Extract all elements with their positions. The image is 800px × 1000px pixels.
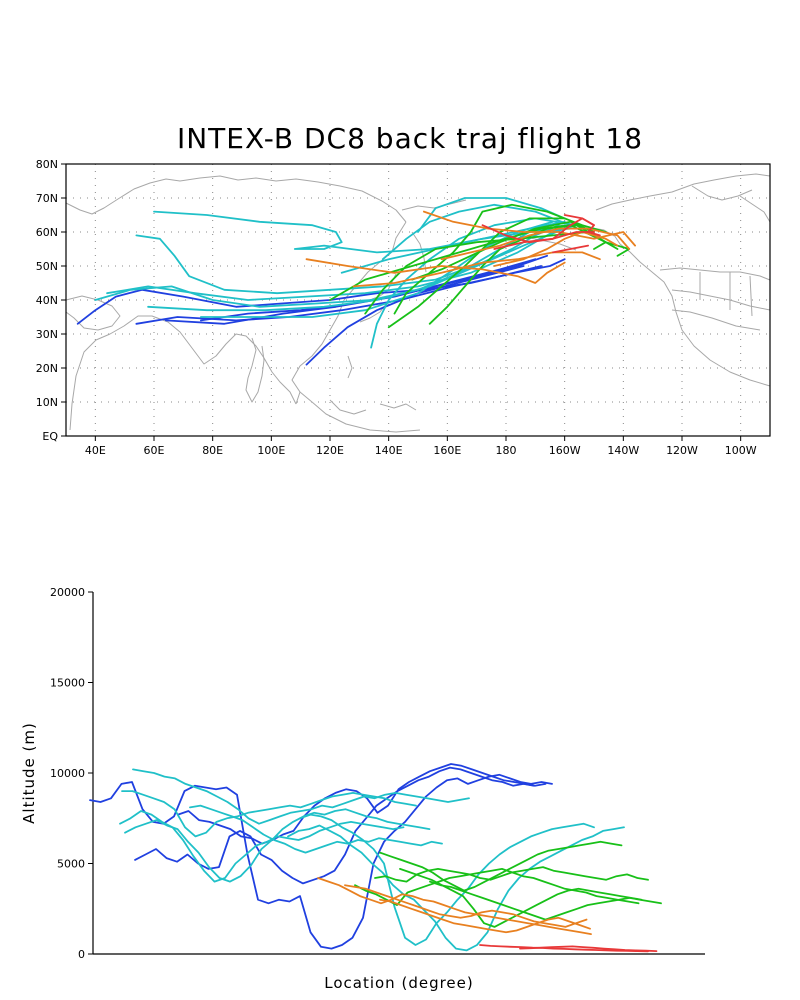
map-trajectory-red bbox=[563, 214, 601, 237]
map-y-tick-label: 30N bbox=[36, 328, 58, 341]
map-trajectory-cyan bbox=[147, 227, 566, 312]
basemap-coastlines bbox=[65, 173, 771, 433]
altitude-panel: 0 5000 10000 15000 20000 Altitude (m) Locati… bbox=[20, 586, 705, 992]
altitude-y-tick-label: 5000 bbox=[57, 858, 85, 871]
map-x-tick-label: 120E bbox=[316, 444, 344, 457]
altitude-trajectory-orange bbox=[379, 898, 591, 934]
map-trajectory-orange bbox=[305, 258, 566, 284]
altitude-trajectory-orange bbox=[317, 877, 592, 935]
map-x-tick-label: 160E bbox=[433, 444, 461, 457]
map-trajectory-cyan bbox=[370, 217, 578, 349]
map-x-tick-label: 100W bbox=[725, 444, 757, 457]
map-y-tick-label: 10N bbox=[36, 396, 58, 409]
map-x-tick-label: 80E bbox=[202, 444, 223, 457]
map-trajectory-green bbox=[411, 220, 595, 281]
map-y-tick-label: 40N bbox=[36, 294, 58, 307]
map-x-tick-label: 60E bbox=[144, 444, 165, 457]
map-x-tick-label: 180 bbox=[496, 444, 517, 457]
altitude-y-ticks: 0 5000 10000 15000 20000 bbox=[50, 586, 93, 961]
map-x-tick-label: 120W bbox=[666, 444, 698, 457]
map-x-tick-label: 140W bbox=[607, 444, 639, 457]
altitude-trajectory-cyan bbox=[119, 810, 405, 883]
map-x-tick-label: 40E bbox=[85, 444, 106, 457]
map-trajectory-orange bbox=[440, 227, 631, 261]
altitude-trajectory-blue bbox=[89, 773, 553, 950]
map-y-tick-label: 50N bbox=[36, 260, 58, 273]
map-trajectory-cyan bbox=[106, 224, 578, 301]
map-panel: 40E 60E 80E 100E 120E 140E 160E 180 160W 140W 120W… bbox=[36, 158, 771, 457]
map-x-ticks: 40E 60E 80E 100E 120E 140E 160E 180 160W 140W 120W… bbox=[85, 436, 757, 457]
altitude-trajectory-green bbox=[354, 868, 640, 906]
map-trajectory-orange bbox=[493, 231, 619, 267]
map-x-tick-label: 100E bbox=[257, 444, 285, 457]
altitude-y-tick-label: 20000 bbox=[50, 586, 85, 599]
map-y-tick-label: 70N bbox=[36, 192, 58, 205]
altitude-xlabel: Location (degree) bbox=[324, 974, 473, 992]
map-trajectory-blue bbox=[135, 265, 543, 325]
chart-title: INTEX-B DC8 back traj flight 18 bbox=[177, 122, 643, 155]
altitude-y-tick-label: 15000 bbox=[50, 677, 85, 690]
altitude-y-tick-label: 10000 bbox=[50, 767, 85, 780]
altitude-trajectory-red bbox=[479, 944, 649, 953]
map-y-tick-label: 20N bbox=[36, 362, 58, 375]
altitude-trajectory-orange bbox=[344, 884, 588, 928]
map-trajectory-orange bbox=[352, 251, 601, 288]
altitude-trajectory-cyan bbox=[189, 804, 443, 854]
altitude-y-tick-label: 0 bbox=[78, 948, 85, 961]
map-x-tick-label: 160W bbox=[549, 444, 581, 457]
map-trajectory-cyan bbox=[417, 197, 566, 233]
altitude-trajectory-cyan bbox=[299, 813, 595, 946]
altitude-ylabel: Altitude (m) bbox=[20, 722, 38, 824]
map-x-tick-label: 140E bbox=[375, 444, 403, 457]
map-trajectory-red bbox=[493, 231, 595, 250]
altitude-trajectory-cyan bbox=[124, 808, 431, 883]
map-trajectory-red bbox=[552, 244, 589, 254]
altitude-trajectory-blue bbox=[134, 766, 535, 885]
altitude-trajectory-cyan bbox=[132, 768, 470, 825]
map-trajectory-cyan bbox=[135, 224, 560, 295]
map-y-tick-label: EQ bbox=[42, 430, 58, 443]
altitude-trajectories bbox=[89, 763, 662, 953]
map-y-ticks: EQ 10N 20N 30N 40N 50N 60N 70N 80N bbox=[36, 158, 66, 443]
map-y-tick-label: 60N bbox=[36, 226, 58, 239]
map-trajectories bbox=[76, 197, 636, 366]
map-trajectory-green bbox=[387, 217, 566, 329]
altitude-trajectory-green bbox=[379, 840, 623, 892]
map-trajectory-cyan bbox=[381, 203, 572, 261]
altitude-trajectory-cyan bbox=[121, 790, 417, 838]
altitude-trajectory-red bbox=[519, 945, 658, 952]
map-y-tick-label: 80N bbox=[36, 158, 58, 171]
